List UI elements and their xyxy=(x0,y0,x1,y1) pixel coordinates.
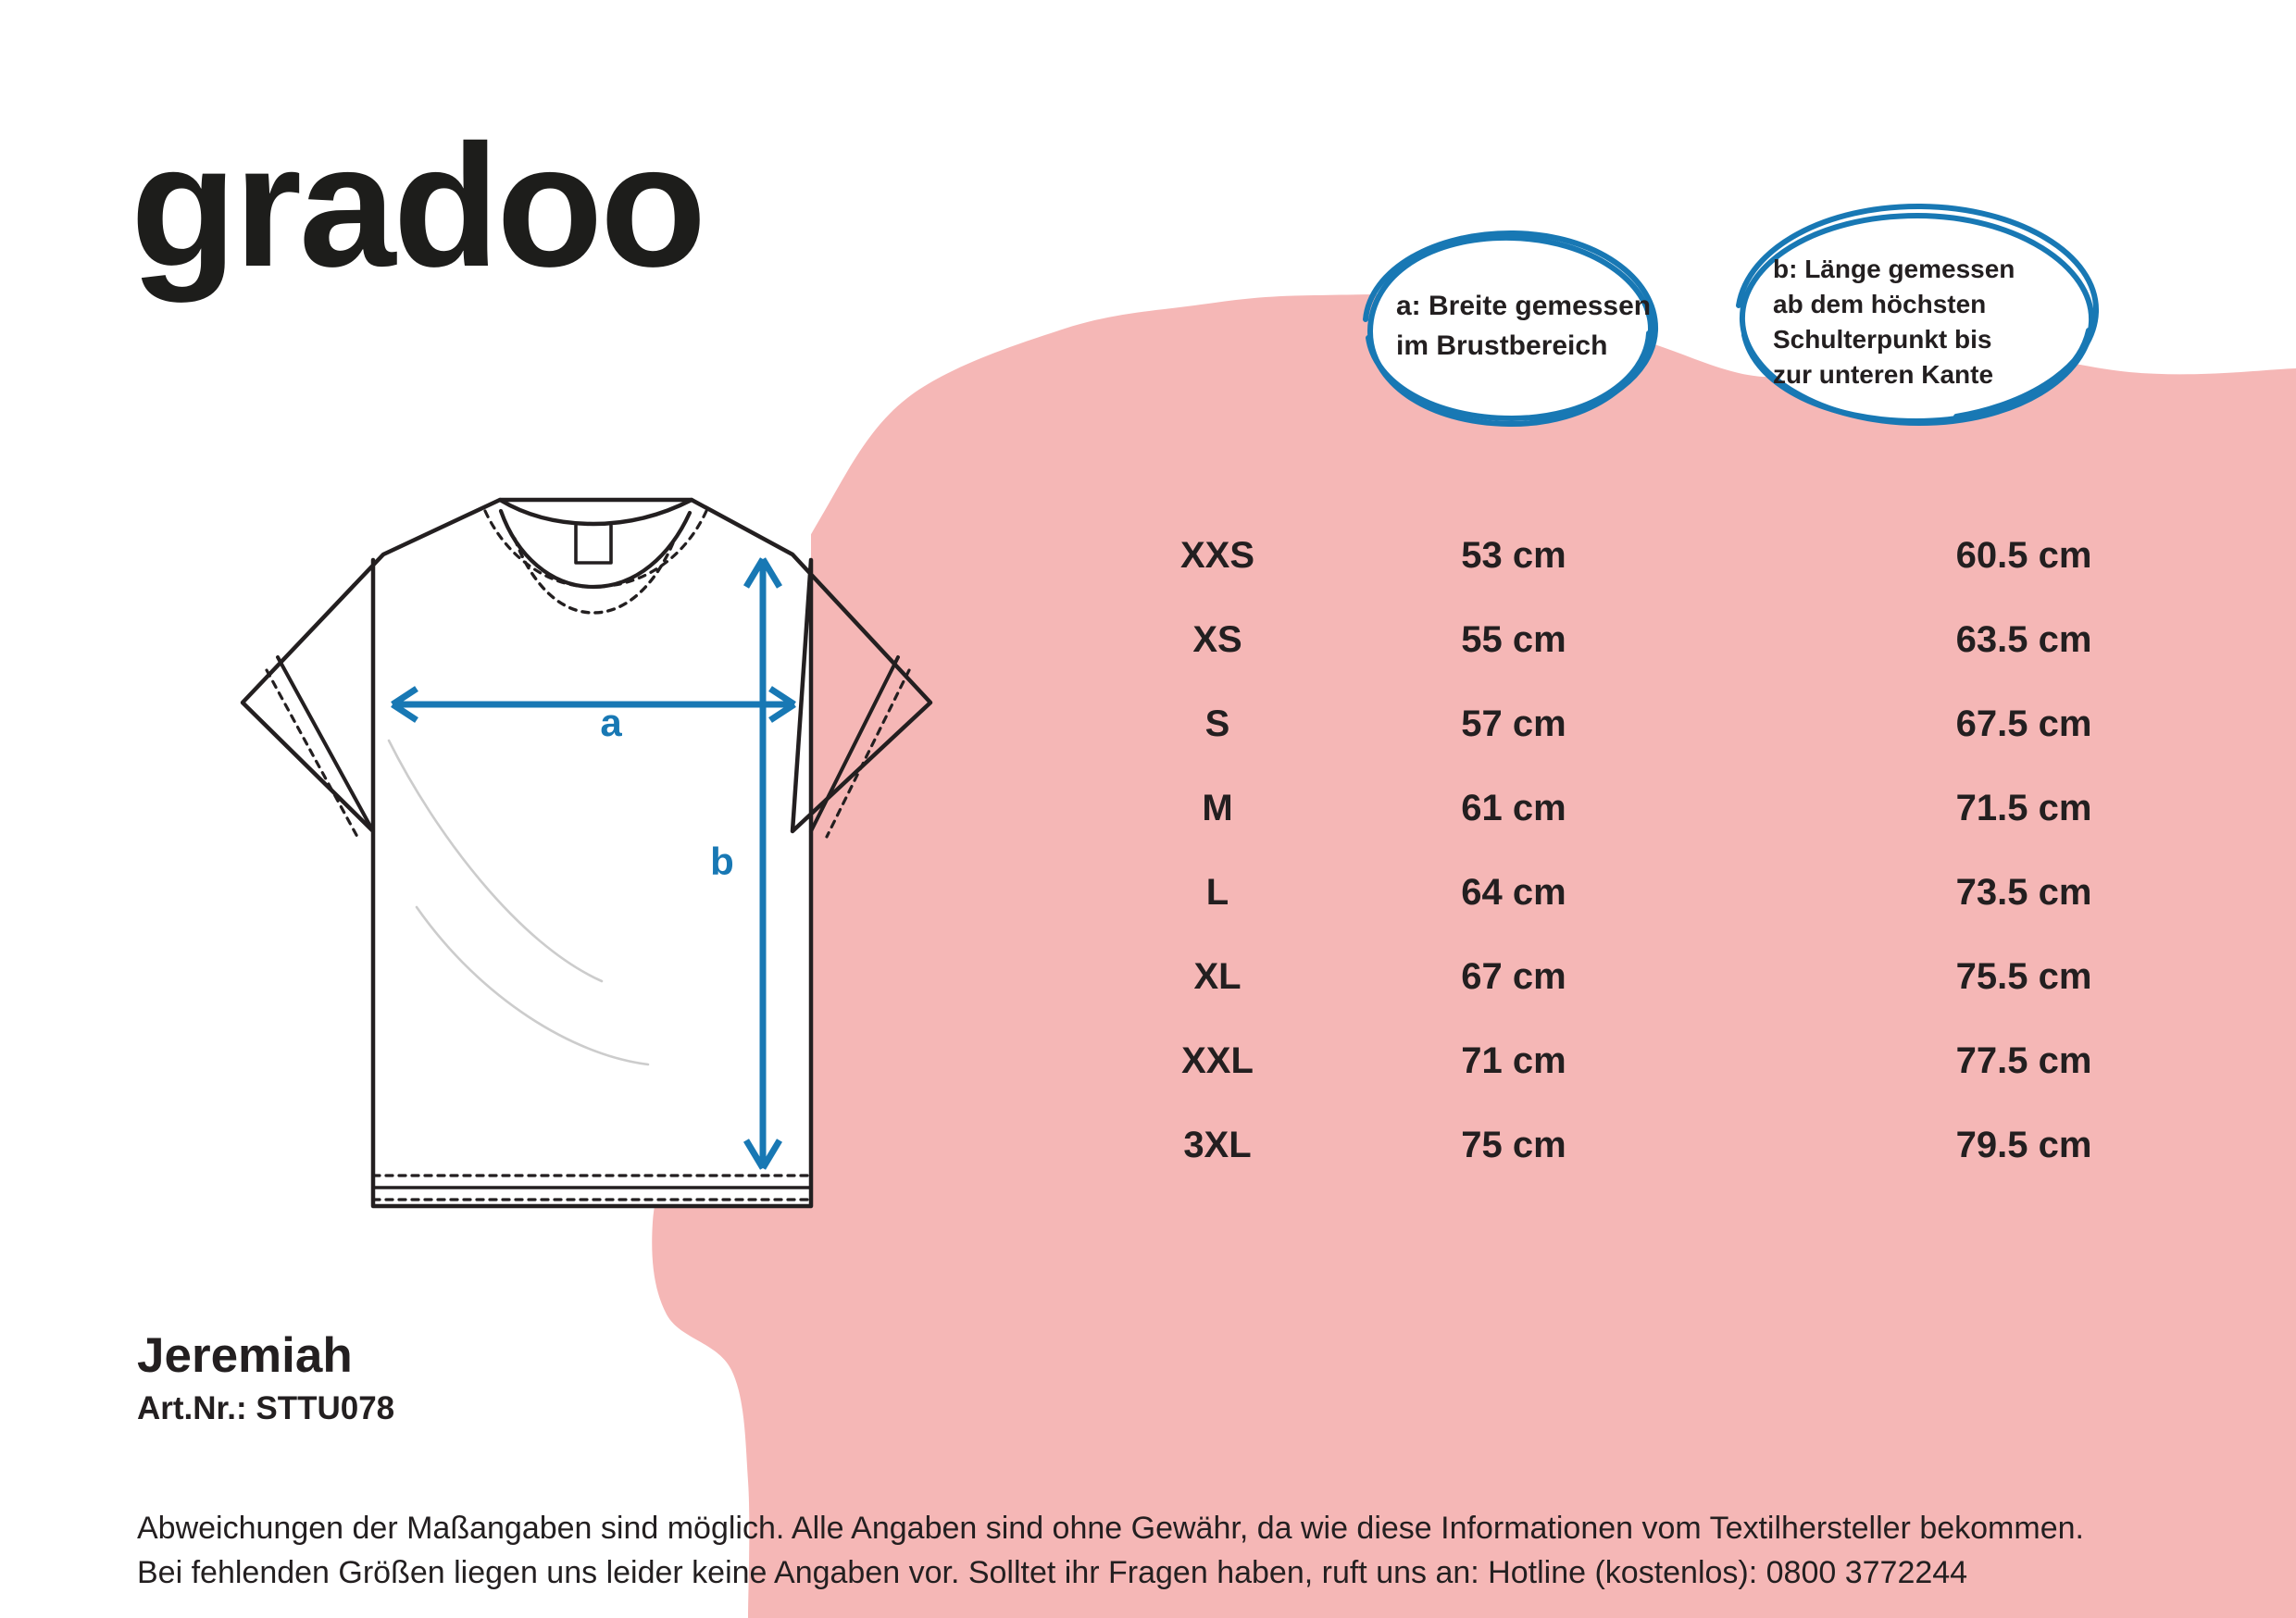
svg-text:75.5 cm: 75.5 cm xyxy=(1956,956,2092,997)
svg-text:60.5 cm: 60.5 cm xyxy=(1956,535,2092,576)
svg-text:3XL: 3XL xyxy=(1183,1125,1251,1165)
svg-text:75 cm: 75 cm xyxy=(1461,1125,1566,1165)
svg-text:L: L xyxy=(1206,872,1229,913)
svg-text:71.5 cm: 71.5 cm xyxy=(1956,788,2092,828)
svg-text:Schulterpunkt bis: Schulterpunkt bis xyxy=(1773,325,1991,354)
svg-text:64 cm: 64 cm xyxy=(1461,872,1566,913)
svg-text:M: M xyxy=(1202,788,1232,828)
svg-text:61 cm: 61 cm xyxy=(1461,788,1566,828)
svg-text:53 cm: 53 cm xyxy=(1461,535,1566,576)
svg-text:77.5 cm: 77.5 cm xyxy=(1956,1040,2092,1081)
svg-text:im Brustbereich: im Brustbereich xyxy=(1396,330,1607,361)
svg-text:XXL: XXL xyxy=(1181,1040,1254,1081)
svg-text:b: b xyxy=(710,840,734,883)
svg-text:zur unteren Kante: zur unteren Kante xyxy=(1773,360,1993,389)
svg-text:67.5 cm: 67.5 cm xyxy=(1956,703,2092,744)
svg-text:55 cm: 55 cm xyxy=(1461,619,1566,660)
svg-text:XXS: XXS xyxy=(1180,535,1254,576)
svg-text:b: Länge gemessen: b: Länge gemessen xyxy=(1773,255,2015,283)
svg-text:57 cm: 57 cm xyxy=(1461,703,1566,744)
svg-text:63.5 cm: 63.5 cm xyxy=(1956,619,2092,660)
svg-text:ab dem höchsten: ab dem höchsten xyxy=(1773,290,1986,318)
svg-text:79.5 cm: 79.5 cm xyxy=(1956,1125,2092,1165)
svg-text:71 cm: 71 cm xyxy=(1461,1040,1566,1081)
svg-text:a: a xyxy=(600,701,622,744)
svg-text:S: S xyxy=(1205,703,1230,744)
svg-text:a: Breite gemessen: a: Breite gemessen xyxy=(1396,291,1651,321)
svg-text:67 cm: 67 cm xyxy=(1461,956,1566,997)
svg-text:XL: XL xyxy=(1193,956,1241,997)
svg-text:73.5 cm: 73.5 cm xyxy=(1956,872,2092,913)
svg-text:XS: XS xyxy=(1192,619,1242,660)
